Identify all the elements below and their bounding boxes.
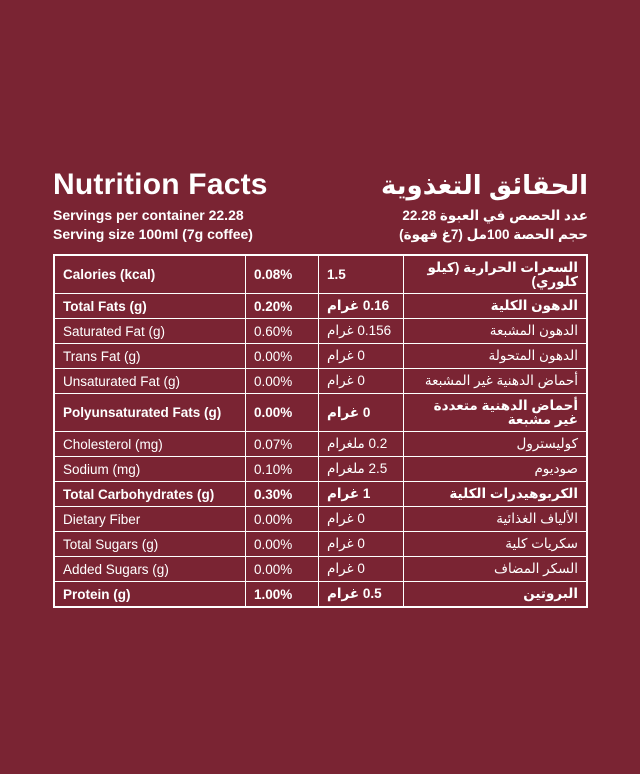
nutrient-name-arabic: الدهون المشبعة (403, 318, 588, 344)
table-row: Sodium (mg) 0.10% 2.5 ملغرام صوديوم (53, 456, 588, 482)
daily-value-percent: 0.07% (245, 431, 319, 457)
daily-value-percent: 0.10% (245, 456, 319, 482)
servings-english: Servings per container 22.28 (53, 207, 244, 223)
nutrient-name-arabic: البروتين (403, 581, 588, 608)
daily-value-percent: 0.00% (245, 506, 319, 532)
amount-value: 1.5 (318, 254, 404, 294)
nutrient-name-english: Protein (g) (53, 581, 246, 608)
amount-value: 0 غرام (318, 343, 404, 369)
daily-value-percent: 1.00% (245, 581, 319, 608)
table-row: Polyunsaturated Fats (g) 0.00% 0 غرام أحماض… (53, 393, 588, 432)
nutrient-name-english: Added Sugars (g) (53, 556, 246, 582)
title-row: Nutrition Facts الحقائق التغذوية (53, 168, 588, 202)
title-arabic: الحقائق التغذوية (381, 170, 588, 200)
nutrient-name-english: Polyunsaturated Fats (g) (53, 393, 246, 432)
title-english: Nutrition Facts (53, 168, 268, 201)
amount-value: 0 غرام (318, 506, 404, 532)
amount-value: 1 غرام (318, 481, 404, 507)
table-row: Total Carbohydrates (g) 0.30% 1 غرام الكربو… (53, 481, 588, 507)
nutrient-name-arabic: أحماض الدهنية غير المشبعة (403, 368, 588, 394)
nutrient-name-english: Trans Fat (g) (53, 343, 246, 369)
nutrient-name-arabic: الدهون المتحولة (403, 343, 588, 369)
table-row: Total Fats (g) 0.20% 0.16 غرام الدهون الكلي… (53, 293, 588, 319)
table-row: Cholesterol (mg) 0.07% 0.2 ملغرام كوليسترول (53, 431, 588, 457)
daily-value-percent: 0.20% (245, 293, 319, 319)
daily-value-percent: 0.60% (245, 318, 319, 344)
daily-value-percent: 0.00% (245, 393, 319, 432)
nutrition-table: Calories (kcal) 0.08% 1.5 السعرات الحرارية … (53, 254, 588, 608)
daily-value-percent: 0.00% (245, 368, 319, 394)
table-row: Calories (kcal) 0.08% 1.5 السعرات الحرارية … (53, 254, 588, 294)
table-row: Added Sugars (g) 0.00% 0 غرام السكر المضاف (53, 556, 588, 582)
amount-value: 2.5 ملغرام (318, 456, 404, 482)
amount-value: 0.5 غرام (318, 581, 404, 608)
nutrient-name-arabic: أحماض الدهنية متعددة غير مشبعة (403, 393, 588, 432)
table-row: Total Sugars (g) 0.00% 0 غرام سكريات كلية (53, 531, 588, 557)
nutrient-name-english: Calories (kcal) (53, 254, 246, 294)
table-row: Dietary Fiber 0.00% 0 غرام الألياف الغذائية (53, 506, 588, 532)
daily-value-percent: 0.00% (245, 556, 319, 582)
nutrient-name-arabic: الألياف الغذائية (403, 506, 588, 532)
amount-value: 0 غرام (318, 531, 404, 557)
table-row: Unsaturated Fat (g) 0.00% 0 غرام أحماض الده… (53, 368, 588, 394)
nutrient-name-english: Saturated Fat (g) (53, 318, 246, 344)
nutrient-name-arabic: السعرات الحرارية (كيلو كلوري) (403, 254, 588, 294)
nutrient-name-english: Sodium (mg) (53, 456, 246, 482)
nutrient-name-english: Cholesterol (mg) (53, 431, 246, 457)
table-row: Saturated Fat (g) 0.60% 0.156 غرام الدهون ا… (53, 318, 588, 344)
table-row: Trans Fat (g) 0.00% 0 غرام الدهون المتحولة (53, 343, 588, 369)
nutrient-name-english: Total Sugars (g) (53, 531, 246, 557)
nutrient-name-arabic: الكربوهيدرات الكلية (403, 481, 588, 507)
servings-arabic: عدد الحصص في العبوة 22.28 (402, 208, 588, 223)
nutrient-name-arabic: سكريات كلية (403, 531, 588, 557)
table-row: Protein (g) 1.00% 0.5 غرام البروتين (53, 581, 588, 608)
nutrient-name-arabic: السكر المضاف (403, 556, 588, 582)
amount-value: 0 غرام (318, 556, 404, 582)
serving-size-row: Serving size 100ml (7g coffee) حجم الحصة… (53, 225, 588, 244)
amount-value: 0 غرام (318, 393, 404, 432)
daily-value-percent: 0.30% (245, 481, 319, 507)
amount-value: 0 غرام (318, 368, 404, 394)
nutrition-header: Nutrition Facts الحقائق التغذوية Serving… (53, 168, 588, 244)
nutrient-name-arabic: الدهون الكلية (403, 293, 588, 319)
nutrient-name-english: Dietary Fiber (53, 506, 246, 532)
nutrient-name-arabic: كوليسترول (403, 431, 588, 457)
nutrient-name-english: Total Fats (g) (53, 293, 246, 319)
daily-value-percent: 0.00% (245, 531, 319, 557)
amount-value: 0.2 ملغرام (318, 431, 404, 457)
daily-value-percent: 0.08% (245, 254, 319, 294)
nutrient-name-english: Total Carbohydrates (g) (53, 481, 246, 507)
serving-size-arabic: حجم الحصة 100مل (7غ قهوة) (399, 227, 588, 242)
amount-value: 0.16 غرام (318, 293, 404, 319)
nutrient-name-arabic: صوديوم (403, 456, 588, 482)
daily-value-percent: 0.00% (245, 343, 319, 369)
serving-size-english: Serving size 100ml (7g coffee) (53, 226, 253, 242)
amount-value: 0.156 غرام (318, 318, 404, 344)
servings-row: Servings per container 22.28 عدد الحصص ف… (53, 206, 588, 225)
nutrient-name-english: Unsaturated Fat (g) (53, 368, 246, 394)
